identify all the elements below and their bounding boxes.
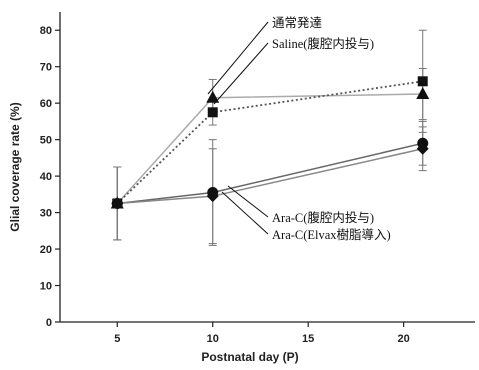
x-tick-label: 10 bbox=[207, 333, 219, 345]
annotation-leaders bbox=[207, 21, 269, 235]
y-tick-label: 10 bbox=[40, 281, 52, 293]
series-line-4 bbox=[117, 148, 423, 205]
y-tick-label: 30 bbox=[40, 208, 52, 220]
y-tick-label: 80 bbox=[40, 25, 52, 37]
y-tick-label: 20 bbox=[40, 244, 52, 256]
x-axis-title: Postnatal day (P) bbox=[201, 350, 298, 364]
data-point bbox=[207, 107, 218, 118]
data-point bbox=[417, 76, 428, 87]
leader-saline bbox=[213, 42, 269, 105]
y-axis-title: Glial coverage rate (%) bbox=[8, 102, 22, 231]
y-tick-label: 0 bbox=[46, 317, 52, 329]
data-point bbox=[416, 87, 430, 100]
annotation-arac-elvax: Ara-C(Elvax樹脂導入) bbox=[272, 227, 391, 242]
error-bars bbox=[113, 29, 427, 246]
annotation-arac-ip: Ara-C(腹腔内投与) bbox=[272, 210, 374, 225]
annotation-normal: 通常発達 bbox=[272, 16, 323, 30]
annotation-saline: Saline(腹腔内投与) bbox=[272, 36, 374, 51]
annotations: 通常発達 Saline(腹腔内投与) Ara-C(腹腔内投与) Ara-C(El… bbox=[272, 16, 391, 242]
y-tick-label: 40 bbox=[40, 171, 52, 183]
series-lines bbox=[116, 80, 423, 205]
data-point bbox=[111, 197, 124, 210]
leader-arac-ip bbox=[227, 185, 269, 218]
series-markers bbox=[110, 76, 430, 210]
series-line-1 bbox=[116, 93, 423, 204]
y-tick-label: 70 bbox=[40, 62, 52, 74]
axes: 0 10 20 30 40 50 60 70 80 5 10 15 20 Postnatal day (P… bbox=[8, 12, 475, 364]
data-point bbox=[206, 90, 220, 103]
data-point bbox=[206, 190, 219, 203]
y-tick-label: 60 bbox=[40, 98, 52, 110]
series-line-2 bbox=[116, 80, 423, 205]
y-tick-label: 50 bbox=[40, 135, 52, 147]
data-point bbox=[416, 142, 429, 155]
leader-normal bbox=[207, 21, 269, 95]
leader-arac-elvax bbox=[221, 191, 269, 235]
x-tick-label: 20 bbox=[398, 333, 410, 345]
x-tick-label: 15 bbox=[302, 333, 314, 345]
x-tick-label: 5 bbox=[114, 333, 120, 345]
